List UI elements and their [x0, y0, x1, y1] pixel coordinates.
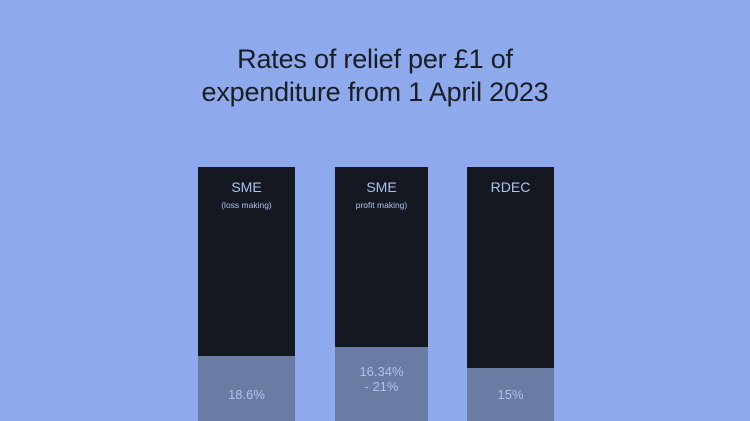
bar-sme-loss-making: SME (loss making) 18.6% — [198, 167, 295, 421]
bar-label: SME — [366, 179, 397, 195]
bar-rdec: RDEC 15% — [467, 167, 554, 421]
bar-fill — [198, 356, 295, 421]
bar-value-line: 16.34% — [359, 364, 404, 379]
bar-sublabel: profit making) — [355, 200, 408, 210]
bar-value-line: 18.6% — [228, 387, 265, 402]
bar-value-label: 18.6% — [198, 387, 295, 402]
chart-title: Rates of relief per £1 of expenditure fr… — [0, 43, 750, 109]
bar-sublabel: (loss making) — [221, 200, 272, 210]
bar-sme-profit-making: SME profit making) 16.34% - 21% — [335, 167, 428, 421]
chart-title-line-2: expenditure from 1 April 2023 — [201, 77, 549, 107]
bar-label: RDEC — [490, 179, 531, 195]
bar-label: SME — [231, 179, 262, 195]
bar-value-line: 15% — [497, 387, 524, 402]
bar-fill — [335, 347, 428, 421]
bar-value-label: 16.34% - 21% — [335, 364, 428, 394]
bar-value-label: 15% — [467, 387, 554, 402]
bar-value-line: - 21% — [364, 379, 399, 394]
bar-fill — [467, 368, 554, 421]
chart-title-line-1: Rates of relief per £1 of — [237, 44, 513, 74]
